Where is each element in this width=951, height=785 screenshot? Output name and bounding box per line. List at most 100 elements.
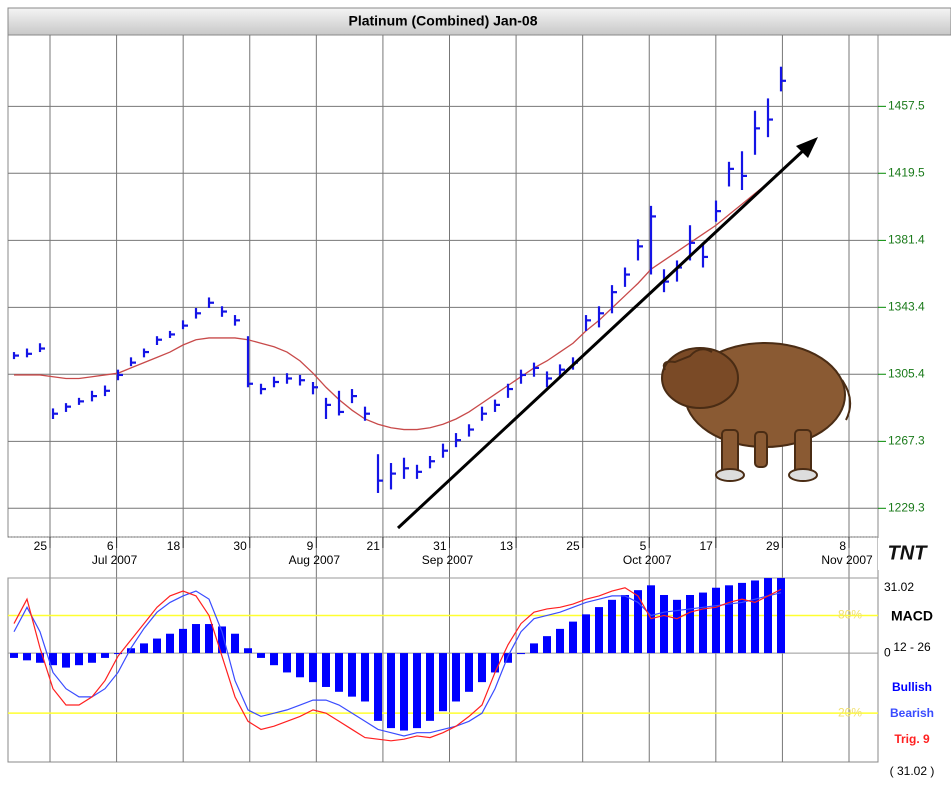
oscillator-line [13, 590, 782, 737]
x-tick-label: 30 [233, 539, 247, 553]
trend-arrow [396, 137, 818, 530]
y-tick-label: 1229.3 [888, 500, 925, 514]
histogram-bar [491, 653, 499, 673]
x-tick-label: 9 [307, 539, 314, 553]
legend-entry: Bearish [890, 706, 934, 720]
histogram-bar [127, 648, 135, 654]
x-tick-label: 13 [500, 539, 514, 553]
x-tick-label: 25 [34, 539, 48, 553]
x-tick-label: 18 [167, 539, 181, 553]
histogram-bar [582, 614, 590, 654]
histogram-bar [49, 653, 57, 666]
histogram-bar [218, 626, 226, 654]
month-label: Nov 2007 [821, 553, 873, 567]
y-tick-label: 1267.3 [888, 434, 925, 448]
histogram-bar [62, 653, 70, 668]
month-label: Sep 2007 [422, 553, 474, 567]
histogram-bar [530, 643, 538, 654]
histogram-bar [322, 653, 330, 687]
y-tick-label: 1343.4 [888, 299, 925, 313]
x-tick-label: 31 [433, 539, 447, 553]
histogram-bar [283, 653, 291, 673]
histogram-bar [595, 607, 603, 654]
histogram-bar [608, 599, 616, 654]
x-tick-label: 6 [107, 539, 114, 553]
chart-title: Platinum (Combined) Jan-08 [348, 13, 537, 29]
x-tick-label: 5 [640, 539, 647, 553]
logo-box [878, 538, 936, 570]
histogram-bar [348, 653, 356, 697]
logo: TNT [888, 542, 929, 564]
histogram-bar [777, 578, 785, 654]
x-tick-label: 29 [766, 539, 780, 553]
histogram-bar [465, 653, 473, 692]
histogram-bar [231, 633, 239, 654]
month-label: Aug 2007 [289, 553, 341, 567]
histogram-bar [426, 653, 434, 721]
histogram-bar [335, 653, 343, 692]
histogram-bar [543, 636, 551, 654]
histogram-bar [166, 633, 174, 654]
macd-tick-label: 0 [884, 645, 891, 659]
macd-subtitle: 12 - 26 [893, 640, 931, 654]
macd-title: MACD [891, 608, 933, 624]
histogram-bar [36, 653, 44, 663]
price-panel [7, 34, 879, 538]
histogram-bar [621, 594, 629, 654]
bull-illustration [661, 342, 852, 482]
oscillator-level-label: 80% [838, 608, 862, 622]
histogram-bar [634, 590, 642, 654]
histogram-bar [23, 653, 31, 661]
histogram-bar [400, 653, 408, 731]
histogram-bar [764, 578, 772, 654]
histogram-bar [387, 653, 395, 729]
histogram-bar [751, 580, 759, 654]
month-label: Oct 2007 [623, 553, 672, 567]
histogram-bar [114, 653, 122, 655]
macd-tick-label: 31.02 [884, 580, 914, 594]
title-bar [7, 7, 951, 36]
histogram-bar [712, 587, 720, 654]
x-tick-label: 8 [839, 539, 846, 553]
histogram-bar [478, 653, 486, 683]
histogram-bar [439, 653, 447, 712]
histogram-bar [270, 653, 278, 666]
histogram-bar [517, 653, 525, 655]
y-tick-label: 1305.4 [888, 366, 925, 380]
histogram-bar [413, 653, 421, 729]
histogram-bar [257, 653, 265, 658]
x-tick-label: 17 [699, 539, 713, 553]
histogram-bar [153, 638, 161, 654]
histogram-bar [75, 653, 83, 666]
histogram-bar [452, 653, 460, 702]
histogram-bar [556, 628, 564, 654]
legend-entry: Trig. 9 [894, 732, 930, 746]
current-value: ( 31.02 ) [890, 764, 935, 778]
histogram-bar [504, 653, 512, 663]
y-tick-label: 1381.4 [888, 233, 925, 247]
histogram-bar [686, 594, 694, 654]
histogram-bar [725, 585, 733, 654]
y-tick-label: 1419.5 [888, 165, 925, 179]
histogram-bar [192, 624, 200, 654]
histogram-bar [569, 621, 577, 654]
x-tick-label: 25 [566, 539, 580, 553]
histogram-bar [673, 599, 681, 654]
histogram-bar [10, 653, 18, 658]
histogram-bar [101, 653, 109, 658]
histogram-bar [296, 653, 304, 678]
histogram-bar [244, 648, 252, 654]
histogram-bar [309, 653, 317, 683]
histogram-bar [699, 592, 707, 654]
moving-average [14, 171, 782, 431]
x-tick-label: 21 [367, 539, 381, 553]
y-tick-label: 1457.5 [888, 99, 925, 113]
histogram-bar [179, 628, 187, 654]
histogram-bar [88, 653, 96, 663]
histogram-bar [374, 653, 382, 721]
histogram-bar [660, 594, 668, 654]
histogram-bar [361, 653, 369, 702]
legend-entry: Bullish [892, 680, 932, 694]
histogram-bar [205, 624, 213, 654]
oscillator-line [13, 587, 782, 742]
